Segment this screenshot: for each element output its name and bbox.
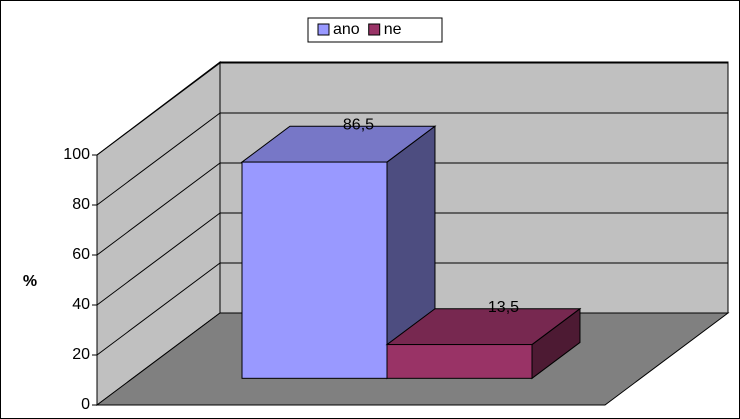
- grid-line: [96, 62, 221, 156]
- grid-line: [96, 162, 221, 256]
- legend-label: ne: [384, 21, 402, 38]
- grid-line: [96, 112, 221, 206]
- y-tick-label: 20: [72, 346, 90, 363]
- grid-line: [96, 262, 221, 356]
- bar: [386, 344, 533, 379]
- y-tick-label: 100: [63, 146, 90, 163]
- y-tick-label: 80: [72, 196, 90, 213]
- y-tick-label: 60: [72, 246, 90, 263]
- y-axis-label: %: [23, 273, 37, 290]
- grid-line: [96, 212, 221, 306]
- y-tick-label: 0: [81, 396, 90, 413]
- data-label: 86,5: [343, 116, 374, 133]
- bar: [241, 161, 388, 379]
- legend-swatch: [368, 23, 381, 36]
- legend-swatch: [317, 23, 330, 36]
- data-label: 13,5: [488, 299, 519, 316]
- legend-label: ano: [333, 21, 360, 38]
- y-tick-label: 40: [72, 296, 90, 313]
